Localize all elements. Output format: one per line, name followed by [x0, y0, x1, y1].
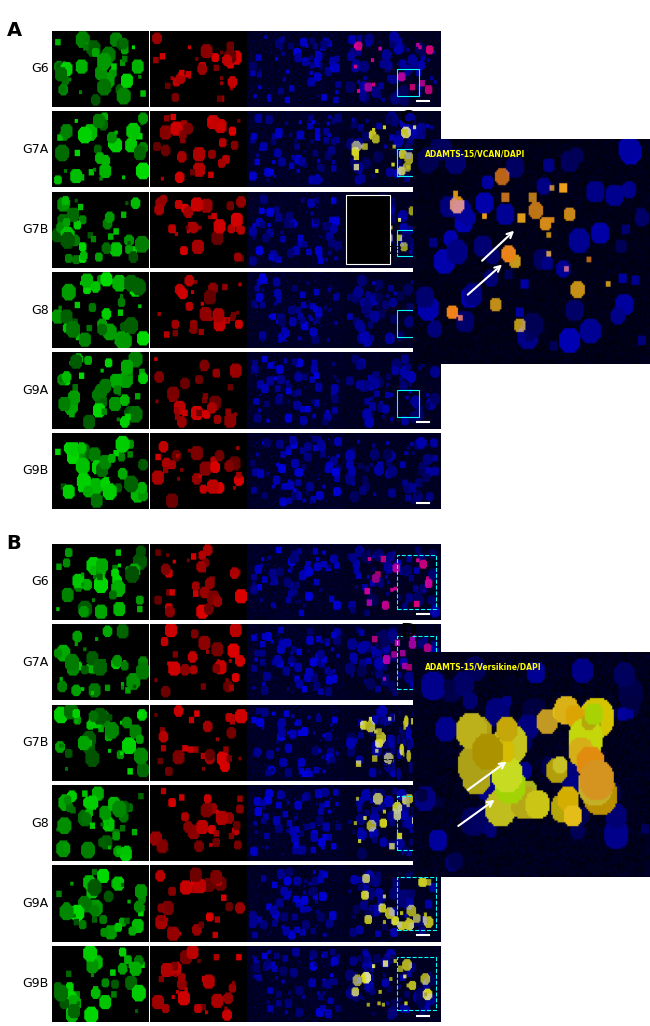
Bar [397, 390, 419, 418]
Text: G9B: G9B [23, 977, 49, 990]
Text: ADAMTS-15: ADAMTS-15 [75, 528, 127, 538]
Text: C: C [400, 109, 414, 128]
Text: VCAN: VCAN [186, 15, 211, 25]
Text: G7B: G7B [22, 223, 49, 236]
Bar [397, 635, 436, 689]
Text: ADAMTS-15/VCAN/DAPI: ADAMTS-15/VCAN/DAPI [425, 150, 525, 159]
Text: G7B: G7B [380, 759, 403, 770]
Text: ADAMTS-15/Versikine/DAPI: ADAMTS-15/Versikine/DAPI [425, 663, 541, 672]
Text: ADAMTS-15: ADAMTS-15 [75, 15, 127, 25]
Text: G6: G6 [31, 576, 49, 589]
Bar [397, 69, 419, 95]
Bar [397, 150, 419, 176]
Bar [346, 195, 390, 264]
Text: G7B: G7B [380, 246, 403, 256]
Bar [397, 957, 436, 1011]
Text: Versikine: Versikine [177, 528, 219, 538]
Text: G6: G6 [31, 63, 49, 76]
Text: G8: G8 [31, 817, 49, 830]
Bar [397, 230, 419, 256]
Bar [397, 796, 436, 850]
Text: A: A [6, 21, 21, 40]
Text: DAPI: DAPI [285, 15, 306, 25]
Text: DAPI: DAPI [285, 528, 306, 538]
Text: G9A: G9A [23, 897, 49, 910]
Text: Merged: Merged [376, 15, 410, 25]
Text: Merged: Merged [376, 528, 410, 538]
Text: G7B: G7B [22, 736, 49, 749]
Text: G7A: G7A [23, 656, 49, 669]
Bar [397, 555, 436, 608]
Text: D: D [400, 622, 416, 641]
Bar [397, 310, 419, 337]
Text: G9B: G9B [23, 464, 49, 477]
Text: B: B [6, 534, 21, 553]
Text: G9A: G9A [23, 384, 49, 397]
Text: G7A: G7A [23, 143, 49, 156]
Text: G8: G8 [31, 304, 49, 317]
Bar [397, 876, 436, 931]
Bar [419, 732, 432, 770]
